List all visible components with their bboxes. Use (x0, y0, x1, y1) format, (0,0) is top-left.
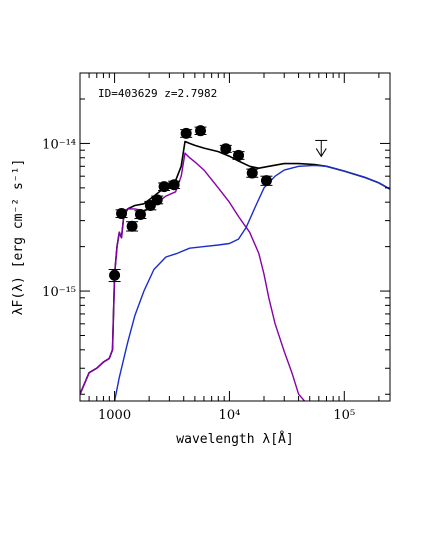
y-tick-label: 10⁻¹⁵ (42, 285, 76, 300)
data-marker (126, 220, 138, 232)
data-point (134, 209, 147, 221)
data-marker (220, 143, 232, 155)
data-marker (246, 167, 258, 179)
ticks-layer: 1000 10⁴ 10⁵ 10⁻¹⁵ 10⁻¹⁴ (42, 72, 390, 423)
plot-frame (79, 72, 391, 402)
chart-annotation: ID=403629 z=2.7982 (98, 87, 217, 100)
data-marker (151, 194, 163, 206)
series-line-1 (80, 140, 390, 395)
data-point (232, 149, 245, 161)
data-marker (260, 175, 272, 187)
data-marker (158, 181, 170, 193)
x-tick-label: 10⁴ (219, 408, 241, 423)
data-point (126, 220, 139, 232)
series-layer (80, 140, 390, 401)
data-point (168, 179, 181, 191)
data-point (219, 143, 232, 155)
points-layer (108, 125, 328, 283)
data-point (108, 268, 121, 283)
x-tick-label: 1000 (98, 408, 131, 423)
data-point (260, 175, 273, 187)
data-point (151, 194, 164, 206)
data-marker (109, 269, 121, 281)
data-marker (233, 149, 245, 161)
x-axis-title: wavelength λ[Å] (176, 431, 293, 447)
data-marker (134, 209, 146, 221)
y-axis-title: λF(λ) [erg cm⁻² s⁻¹] (11, 159, 26, 316)
data-point (115, 208, 128, 220)
y-tick-label: 10⁻¹⁴ (42, 137, 76, 152)
data-point (194, 125, 207, 137)
data-point (246, 167, 259, 179)
x-tick-label: 10⁵ (333, 408, 355, 423)
data-point (158, 181, 171, 193)
data-marker (180, 127, 192, 139)
data-marker (168, 179, 180, 191)
upper-limit-marker (315, 139, 328, 158)
data-marker (195, 125, 207, 137)
data-marker (116, 208, 128, 220)
series-line-3 (113, 164, 390, 401)
data-point (180, 127, 193, 139)
